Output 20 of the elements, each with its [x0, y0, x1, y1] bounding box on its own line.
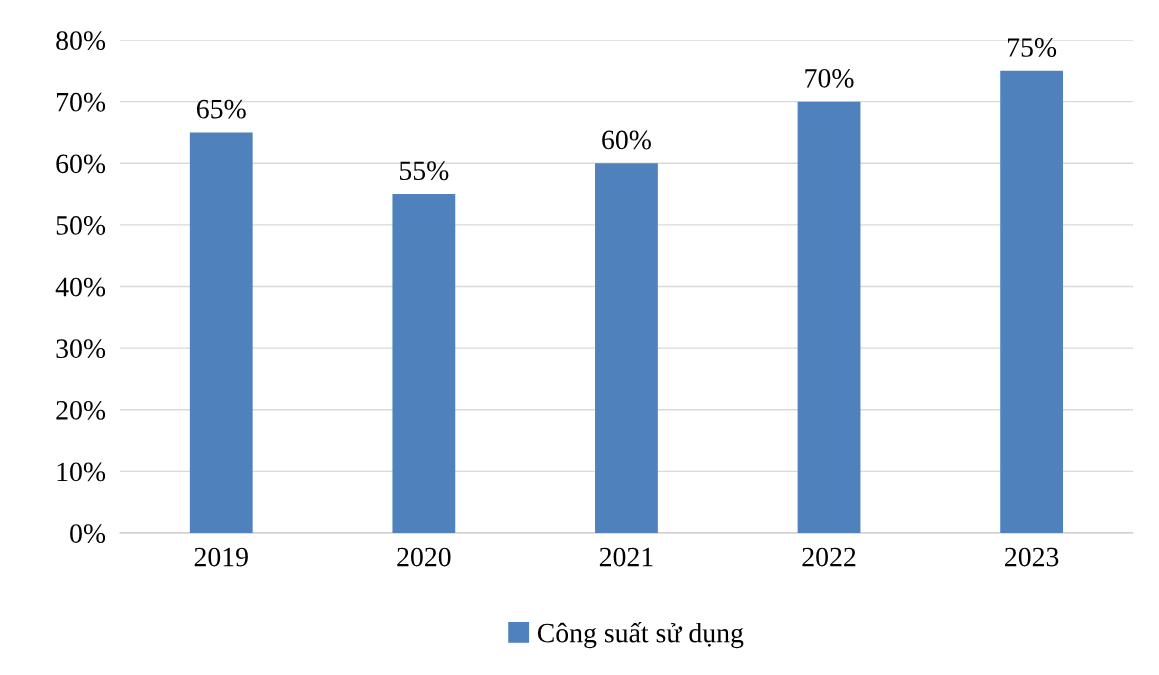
data-label: 55%: [400, 161, 449, 181]
data-label: 65%: [196, 99, 246, 119]
y-tick-label: 50%: [56, 216, 106, 235]
x-tick-label: 2022: [802, 547, 856, 567]
x-tick-label: 2023: [1005, 547, 1059, 567]
y-tick-label: 20%: [56, 400, 106, 420]
data-label: 75%: [1008, 38, 1057, 57]
data-label: 70%: [805, 68, 854, 88]
x-tick-label: 2020: [397, 547, 451, 567]
y-tick-label: 0%: [70, 524, 106, 543]
y-tick-label: 10%: [57, 462, 106, 482]
data-label: 60%: [602, 130, 651, 150]
y-tick-label: 80%: [56, 31, 106, 51]
x-tick-label: 2019: [194, 547, 248, 567]
x-tick-label: 2021: [599, 547, 653, 567]
y-tick-label: 60%: [56, 154, 106, 174]
y-tick-label: 40%: [55, 277, 106, 297]
legend-label: Công suất sử dụng: [537, 622, 744, 649]
y-tick-label: 30%: [56, 339, 106, 359]
y-tick-label: 70%: [56, 92, 106, 112]
